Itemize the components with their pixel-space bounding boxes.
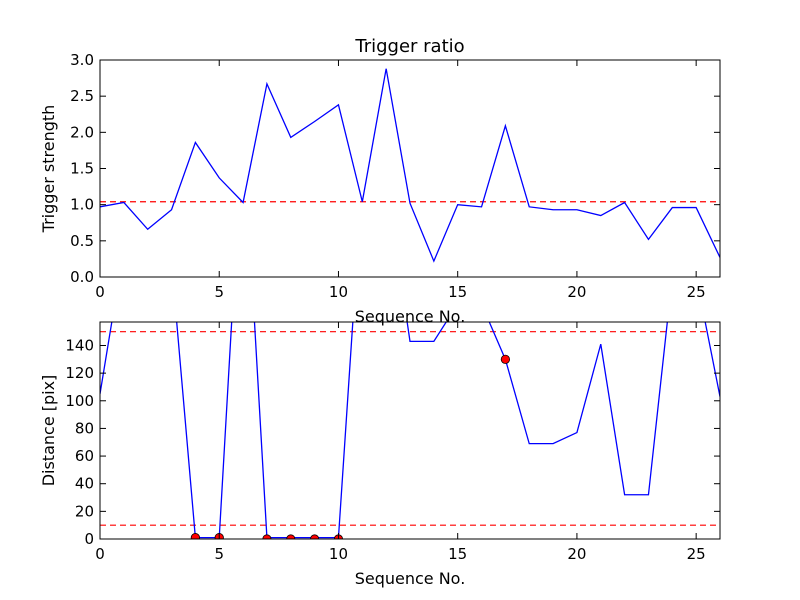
y-tick-label: 0.0 [70,268,94,286]
trigger-ratio-chart: 0 5 10 15 20 25 0.0 0.5 1.0 1.5 2.0 2.5 3.0 Sequence … [39,36,721,326]
x-tick-label: 0 [95,283,105,301]
x-tick-label: 20 [567,283,586,301]
y-tick-label: 40 [75,475,94,493]
data-marker [190,533,200,539]
y-axis-label: Distance [pix] [39,375,58,487]
x-tick-label: 10 [329,545,348,563]
data-marker [500,354,510,364]
plot-frame [99,321,721,540]
x-tick-label: 20 [567,545,586,563]
y-tick-label: 60 [75,447,94,465]
y-tick-label: 140 [65,336,94,354]
x-tick-label: 0 [95,545,105,563]
y-tick-label: 0 [84,530,94,548]
x-axis-label: Sequence No. [355,307,466,326]
x-tick-label: 5 [214,545,224,563]
distance-chart: 0 5 10 15 20 25 0 20 40 60 80 100 120 140 Sequence No.… [39,321,721,588]
y-tick-label: 20 [75,502,94,520]
x-tick-label: 5 [214,283,224,301]
y-tick-label: 120 [65,364,94,382]
y-tick-label: 80 [75,419,94,437]
plot-frame [99,59,721,278]
y-axis-label: Trigger strength [39,105,58,234]
y-tick-label: 1.0 [70,196,94,214]
series-line [100,68,720,263]
y-tick-label: 0.5 [70,232,94,250]
y-tick-label: 2.5 [70,87,94,105]
x-axis-label: Sequence No. [355,569,466,588]
x-tick-label: 25 [687,283,706,301]
x-tick-label: 10 [329,283,348,301]
x-tick-label: 25 [687,545,706,563]
y-tick-label: 100 [65,392,94,410]
plot-area [100,68,720,263]
x-tick-label: 15 [448,283,467,301]
plot-area [100,322,720,539]
y-tick-label: 1.5 [70,160,94,178]
chart-title: Trigger ratio [354,36,464,57]
y-tick-label: 3.0 [70,51,94,69]
series-line [100,322,720,539]
y-tick-label: 2.0 [70,123,94,141]
x-tick-label: 15 [448,545,467,563]
